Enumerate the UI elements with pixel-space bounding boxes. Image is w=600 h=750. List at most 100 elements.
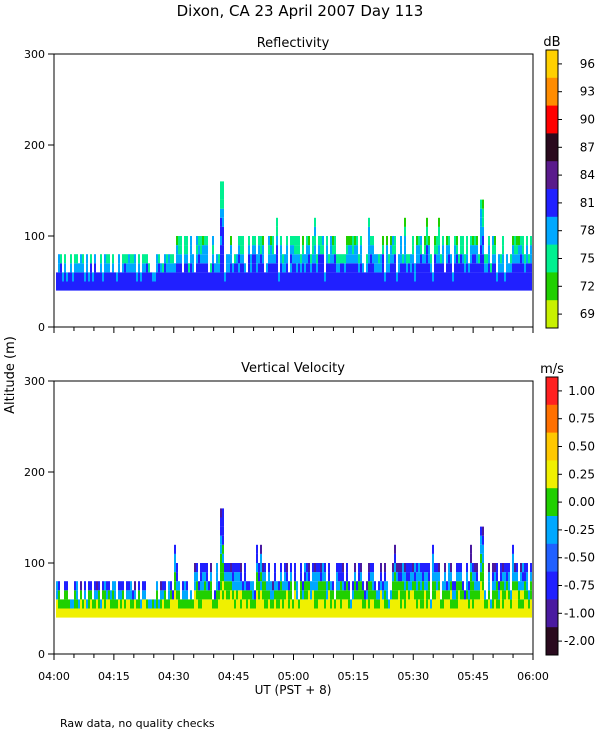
data-cell xyxy=(290,563,292,573)
data-cell xyxy=(424,263,426,273)
data-cell xyxy=(328,572,330,582)
data-cell xyxy=(236,599,238,609)
data-cell xyxy=(454,245,456,255)
data-cell xyxy=(514,599,516,609)
data-cell xyxy=(74,581,76,591)
data-cell xyxy=(234,581,236,591)
data-cell xyxy=(130,281,132,291)
data-cell xyxy=(98,608,100,618)
data-cell xyxy=(258,245,260,255)
data-cell xyxy=(372,599,374,609)
data-cell xyxy=(472,245,474,255)
data-cell xyxy=(476,599,478,609)
data-cell xyxy=(428,590,430,600)
data-cell xyxy=(220,572,222,582)
data-cell xyxy=(98,272,100,282)
data-cell xyxy=(478,599,480,609)
data-cell xyxy=(156,608,158,618)
data-cell xyxy=(190,263,192,273)
data-cell xyxy=(502,581,504,591)
data-cell xyxy=(310,254,312,264)
data-cell xyxy=(234,572,236,582)
data-cell xyxy=(306,272,308,282)
data-cell xyxy=(404,245,406,255)
data-cell xyxy=(328,608,330,618)
data-cell xyxy=(122,590,124,600)
data-cell xyxy=(58,281,60,291)
data-cell xyxy=(92,281,94,291)
data-cell xyxy=(296,590,298,600)
data-cell xyxy=(518,581,520,591)
data-cell xyxy=(512,608,514,618)
data-cell xyxy=(116,281,118,291)
data-cell xyxy=(286,599,288,609)
data-cell xyxy=(200,245,202,255)
data-cell xyxy=(308,272,310,282)
data-cell xyxy=(256,563,258,573)
data-cell xyxy=(186,608,188,618)
data-cell xyxy=(524,599,526,609)
data-cell xyxy=(286,263,288,273)
data-cell xyxy=(314,245,316,255)
data-cell xyxy=(206,254,208,264)
data-cell xyxy=(458,581,460,591)
data-cell xyxy=(526,599,528,609)
data-cell xyxy=(360,590,362,600)
data-cell xyxy=(314,590,316,600)
data-cell xyxy=(286,563,288,573)
data-cell xyxy=(356,599,358,609)
data-cell xyxy=(434,599,436,609)
data-cell xyxy=(340,563,342,573)
data-cell xyxy=(258,590,260,600)
data-cell xyxy=(284,608,286,618)
data-cell xyxy=(238,572,240,582)
data-cell xyxy=(240,590,242,600)
data-cell xyxy=(154,608,156,618)
data-cell xyxy=(142,590,144,600)
data-cell xyxy=(494,281,496,291)
data-cell xyxy=(256,254,258,264)
data-cell xyxy=(270,236,272,246)
data-cell xyxy=(526,245,528,255)
data-cell xyxy=(222,590,224,600)
data-cell xyxy=(476,590,478,600)
data-cell xyxy=(504,272,506,282)
data-cell xyxy=(282,581,284,591)
data-cell xyxy=(332,608,334,618)
data-cell xyxy=(214,263,216,273)
data-cell xyxy=(268,608,270,618)
data-cell xyxy=(240,263,242,273)
data-cell xyxy=(354,245,356,255)
data-cell xyxy=(274,254,276,264)
data-cell xyxy=(150,281,152,291)
data-cell xyxy=(510,281,512,291)
data-cell xyxy=(388,281,390,291)
data-cell xyxy=(398,572,400,582)
data-cell xyxy=(274,581,276,591)
data-cell xyxy=(58,581,60,591)
data-cell xyxy=(474,272,476,282)
data-cell xyxy=(438,572,440,582)
data-cell xyxy=(434,236,436,246)
data-cell xyxy=(410,599,412,609)
y-tick-label: 300 xyxy=(24,48,45,61)
data-cell xyxy=(474,572,476,582)
data-cell xyxy=(418,281,420,291)
data-cell xyxy=(492,608,494,618)
data-cell xyxy=(462,272,464,282)
data-cell xyxy=(470,581,472,591)
data-cell xyxy=(408,590,410,600)
data-cell xyxy=(526,272,528,282)
data-cell xyxy=(358,563,360,573)
data-cell xyxy=(518,590,520,600)
data-cell xyxy=(450,263,452,273)
data-cell xyxy=(278,599,280,609)
data-cell xyxy=(368,281,370,291)
data-cell xyxy=(498,281,500,291)
data-cell xyxy=(524,590,526,600)
data-cell xyxy=(422,254,424,264)
data-cell xyxy=(526,608,528,618)
data-cell xyxy=(240,245,242,255)
data-cell xyxy=(516,608,518,618)
